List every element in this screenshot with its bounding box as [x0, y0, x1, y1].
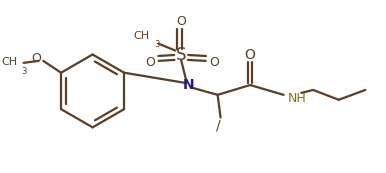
Text: NH: NH [288, 92, 306, 105]
Text: CH: CH [2, 57, 18, 67]
Text: S: S [176, 47, 186, 65]
Text: CH: CH [134, 31, 150, 41]
Text: 3: 3 [155, 40, 160, 49]
Text: O: O [209, 56, 218, 69]
Text: O: O [146, 56, 156, 69]
Text: O: O [245, 48, 256, 61]
Text: O: O [176, 15, 186, 28]
Text: O: O [32, 52, 41, 65]
Text: /: / [216, 118, 221, 132]
Text: 3: 3 [22, 67, 27, 76]
Text: N: N [182, 78, 194, 92]
